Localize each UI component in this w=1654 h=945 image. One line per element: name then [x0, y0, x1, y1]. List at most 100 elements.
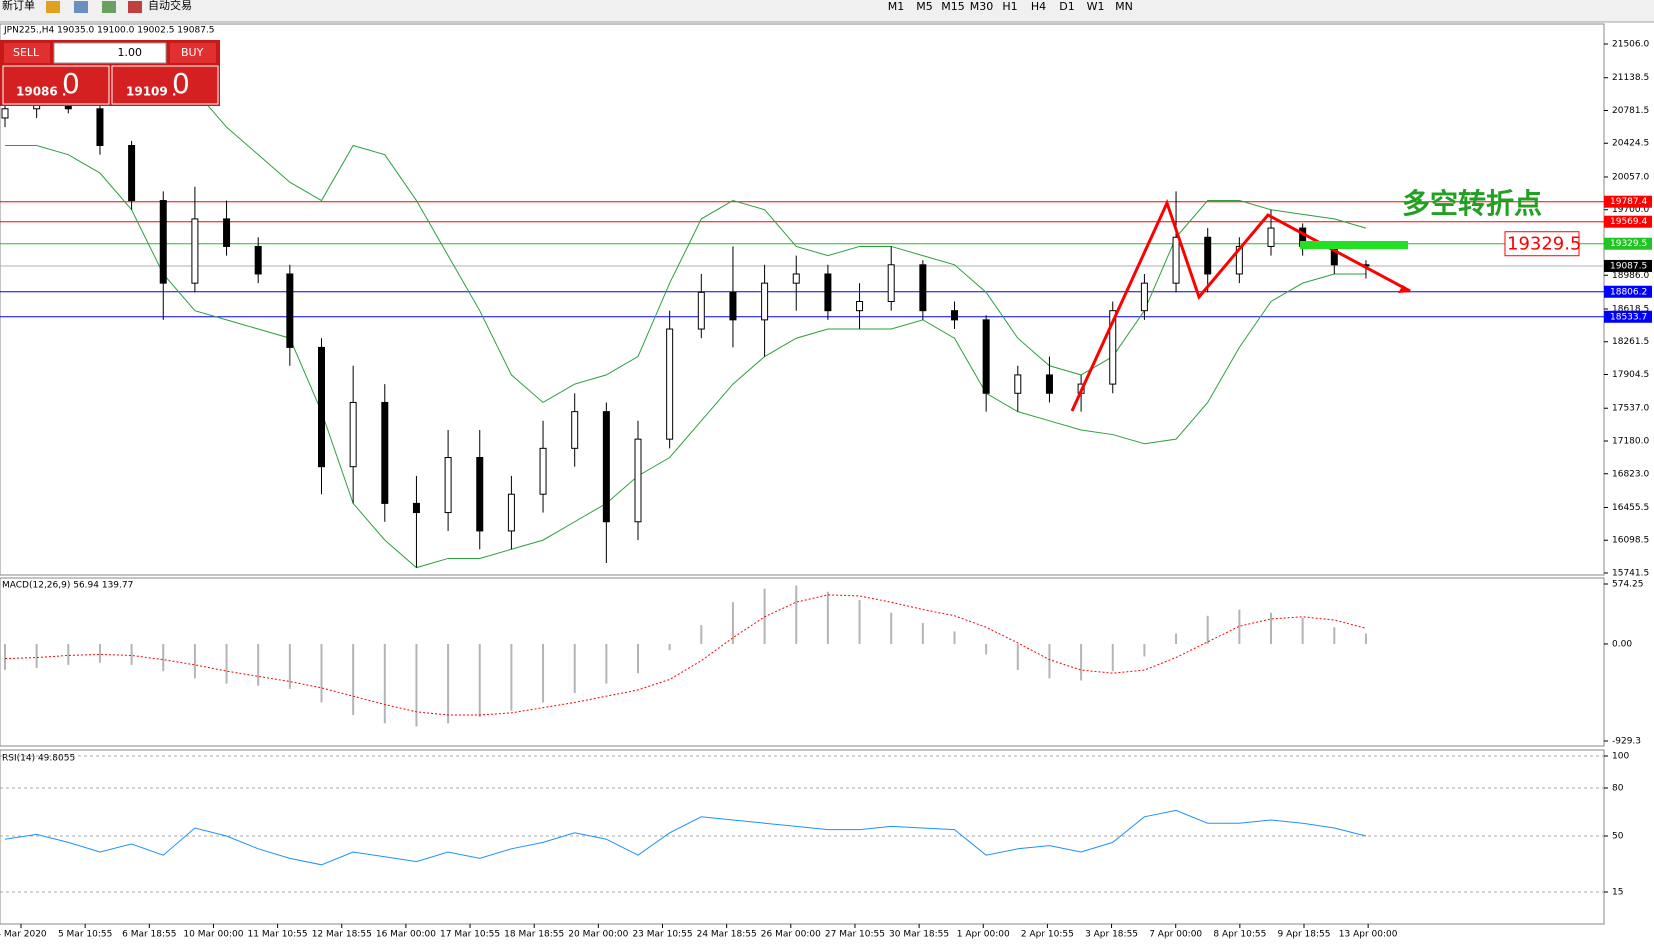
arrow-head	[1398, 285, 1412, 293]
sell-button[interactable]	[4, 43, 50, 63]
candle-body	[412, 502, 420, 514]
y-tick-label: 574.25	[1612, 580, 1644, 590]
lots-input[interactable]	[53, 42, 167, 64]
x-tick-label: 8 Apr 10:55	[1213, 930, 1266, 940]
y-tick-label: 16455.5	[1612, 503, 1649, 513]
price-label: 19329.5	[1507, 234, 1581, 255]
timeframe-button[interactable]: M15	[941, 0, 965, 13]
candle-body	[571, 411, 579, 449]
timeframe-button[interactable]: MN	[1115, 0, 1133, 13]
candle-body	[697, 291, 705, 330]
y-tick-label: 50	[1612, 832, 1624, 842]
candle-body	[539, 447, 547, 495]
y-tick-label: 15	[1612, 888, 1623, 898]
candle-body	[1235, 245, 1243, 275]
y-tick-label: 20057.0	[1612, 172, 1649, 182]
rsi-panel	[0, 749, 1605, 925]
x-tick-label: 5 Mar 10:55	[58, 930, 112, 940]
price-level-label: 19329.5	[1610, 239, 1647, 249]
x-tick-label: 17 Mar 10:55	[440, 930, 500, 940]
buy-label[interactable]: BUY	[181, 46, 204, 59]
timeframe-button[interactable]: M30	[970, 0, 994, 13]
y-tick-label: 0.00	[1612, 639, 1632, 649]
lots-value[interactable]: 1.00	[118, 46, 143, 59]
candle-body	[476, 457, 484, 532]
timeframe-button[interactable]: H4	[1031, 0, 1046, 13]
candle-body	[856, 301, 864, 312]
y-tick-label: 18261.5	[1612, 337, 1649, 347]
timeframe-button[interactable]: M1	[888, 0, 905, 13]
candle-body	[666, 328, 674, 440]
candle-body	[824, 273, 832, 312]
x-tick-label: 2 Apr 10:55	[1021, 930, 1074, 940]
x-tick-label: 12 Mar 18:55	[312, 930, 372, 940]
ask-box[interactable]	[111, 65, 219, 105]
x-tick-label: 3 Apr 18:55	[1085, 930, 1138, 940]
y-tick-label: 18618.5	[1612, 304, 1649, 314]
timeframe-button[interactable]: D1	[1059, 0, 1074, 13]
x-tick-label: 10 Mar 00:00	[183, 930, 243, 940]
price-level-box	[1604, 285, 1652, 298]
candle-body	[1204, 236, 1212, 275]
price-label-box	[1504, 231, 1580, 257]
candle-body	[254, 245, 262, 275]
candle-body	[128, 144, 136, 202]
rsi-line	[4, 809, 1367, 866]
candle-body	[191, 218, 199, 284]
candle-body	[1109, 310, 1117, 385]
icon[interactable]	[46, 1, 60, 13]
ask-price[interactable]: 19109 .	[126, 85, 176, 99]
y-tick-label: 80	[1612, 784, 1624, 794]
y-tick-label: 18986.0	[1612, 271, 1649, 281]
macd-header: MACD(12,26,9) 56.94 139.77	[2, 581, 133, 591]
price-level-label: 18533.7	[1610, 312, 1647, 322]
candle-body	[729, 291, 737, 321]
price-level-label: 19787.4	[1610, 197, 1647, 207]
price-level-box	[1604, 215, 1652, 228]
bid-pips[interactable]: 0	[62, 67, 80, 100]
auto-trading-icon[interactable]	[128, 1, 142, 13]
annotation: 多空转折点	[1402, 187, 1542, 220]
candle-body	[887, 264, 895, 303]
y-tick-label: 100	[1612, 752, 1629, 762]
candle-body	[761, 282, 769, 321]
bid-price[interactable]: 19086 .	[16, 85, 66, 99]
new-order-button[interactable]: 新订单	[2, 0, 35, 12]
candle-body	[1, 108, 9, 119]
macd-signal	[4, 594, 1367, 716]
x-tick-label: 23 Mar 10:55	[632, 930, 692, 940]
price-level-box	[1604, 195, 1652, 208]
icon[interactable]	[74, 1, 88, 13]
candle-body	[96, 108, 104, 146]
x-tick-label: 20 Mar 00:00	[568, 930, 628, 940]
price-level-label: 19569.4	[1610, 217, 1647, 227]
y-tick-label: 21506.0	[1612, 40, 1649, 50]
trade-panel: SELL 1.00 BUY 19086 . 0 19109 . 0	[0, 40, 220, 106]
auto-trading-button[interactable]: 自动交易	[148, 0, 192, 12]
y-tick-label: 20424.5	[1612, 139, 1649, 149]
x-tick-label: 6 Mar 18:55	[122, 930, 176, 940]
ask-pips[interactable]: 0	[172, 67, 190, 100]
y-tick-label: 17904.5	[1612, 370, 1649, 380]
toolbar	[0, 0, 1654, 22]
x-tick-label: 13 Apr 00:00	[1339, 930, 1398, 940]
candle-body	[1014, 374, 1022, 394]
icon[interactable]	[102, 1, 116, 13]
bid-box[interactable]	[2, 65, 110, 105]
sell-label[interactable]: SELL	[13, 46, 40, 59]
buy-button[interactable]	[170, 43, 216, 63]
timeframe-button[interactable]: M5	[916, 0, 933, 13]
trend-drawing	[1070, 198, 1411, 412]
price-level-label: 19087.5	[1610, 261, 1647, 271]
chart-header: JPN225.,H4 19035.0 19100.0 19002.5 19087…	[3, 26, 215, 36]
timeframe-button[interactable]: W1	[1087, 0, 1105, 13]
x-tick-label: 1 Apr 00:00	[957, 930, 1010, 940]
y-tick-label: 20781.5	[1612, 106, 1649, 116]
candle-body	[1172, 236, 1180, 284]
timeframe-button[interactable]: H1	[1002, 0, 1017, 13]
x-tick-label: 26 Mar 00:00	[761, 930, 821, 940]
candle-body	[444, 457, 452, 514]
y-tick-label: 15741.5	[1612, 569, 1649, 579]
price-level-box	[1604, 259, 1652, 272]
